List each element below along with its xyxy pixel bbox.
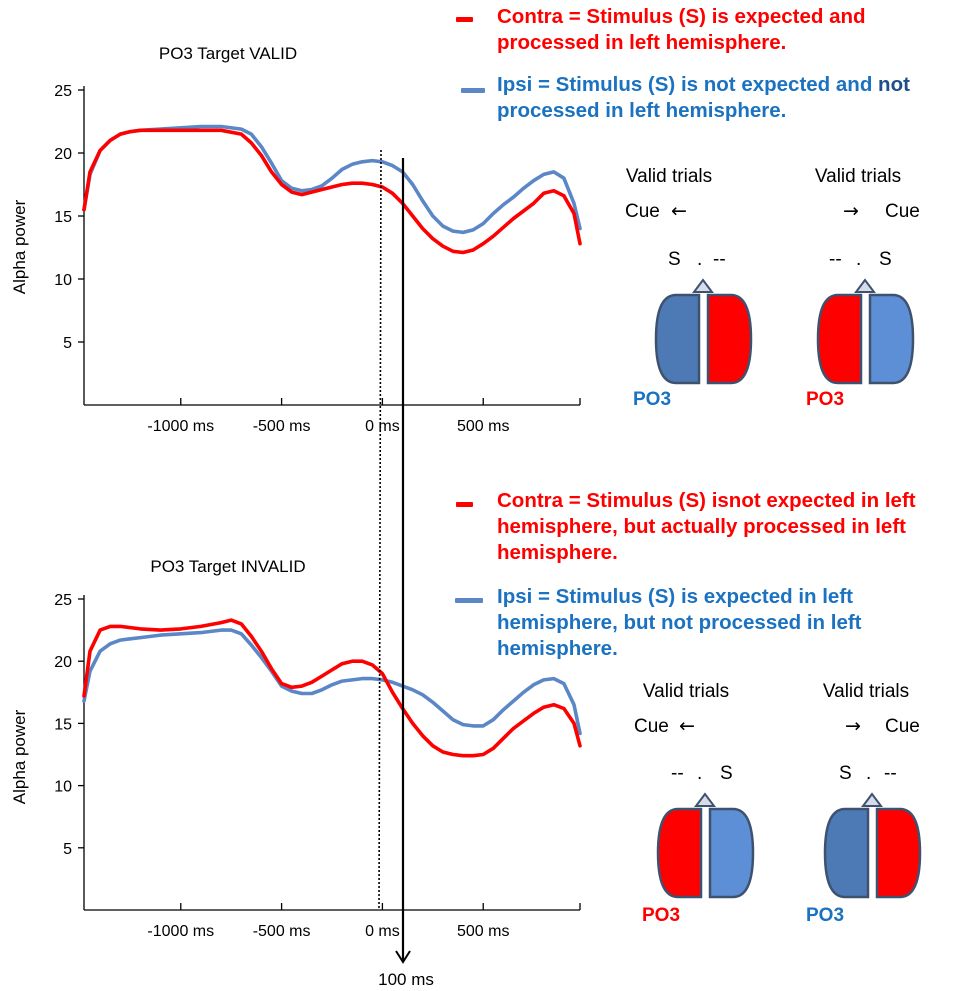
nose-triangle-icon	[692, 278, 714, 293]
ipsi-legend-label-start: Ipsi = Stimulus (S) is not expected and	[497, 73, 879, 96]
diagram-valid: Valid trials Cue ← S . -- PO3 Valid tria…	[625, 166, 920, 410]
stimulus-right: S	[720, 763, 733, 784]
diagram-right-trial: Valid trials → Cue -- . S PO3	[806, 166, 920, 410]
cue-label: Cue	[885, 716, 920, 737]
y-tick-label: 10	[54, 779, 72, 796]
ipsi-legend-label-end: processed in left hemisphere.	[497, 99, 787, 122]
y-tick-label: 15	[54, 209, 72, 226]
cue-label: Cue	[885, 201, 920, 222]
nose-triangle-icon	[854, 278, 876, 293]
x-tick-label: 500 ms	[457, 923, 509, 940]
electrode-label: PO3	[633, 389, 671, 410]
left-arrow-icon: ←	[671, 200, 687, 222]
fixation-dot: .	[697, 249, 702, 270]
series-line-ipsi	[82, 628, 582, 736]
left-hemisphere-shape	[656, 807, 703, 899]
valid-trials-label: Valid trials	[626, 166, 712, 187]
contra-legend-text: Contra = Stimulus (S) is expected and pr…	[497, 4, 967, 56]
electrode-label: PO3	[642, 905, 680, 926]
right-arrow-icon: →	[845, 715, 861, 737]
diagram-left-trial: Valid trials Cue ← -- . S PO3	[634, 681, 755, 926]
fixation-dot: .	[866, 763, 871, 784]
cue-label: Cue	[625, 201, 660, 222]
right-arrow-icon: →	[843, 200, 859, 222]
chart-series	[82, 618, 582, 758]
contra-legend-swatch	[456, 17, 473, 22]
diagram-invalid: Valid trials Cue ← -- . S PO3 Valid tria…	[634, 681, 922, 926]
zero-dotted-line	[378, 149, 382, 911]
right-hemisphere-shape	[868, 293, 915, 385]
ipsi-legend-swatch	[455, 598, 483, 603]
chart-title: PO3 Target INVALID	[150, 557, 305, 576]
x-tick-label: -500 ms	[253, 923, 311, 940]
y-tick-label: 5	[63, 335, 72, 352]
x-tick-label: -1000 ms	[147, 923, 214, 940]
diagram-left-trial: Valid trials Cue ← S . -- PO3	[625, 166, 753, 410]
series-line-contra	[82, 128, 582, 255]
right-hemisphere-shape	[708, 807, 755, 899]
ipsi-legend-not: not	[878, 73, 910, 96]
nose-triangle-icon	[861, 792, 883, 807]
cue-label: Cue	[634, 716, 669, 737]
valid-trials-label: Valid trials	[643, 681, 729, 702]
marker-100ms-label: 100 ms	[378, 970, 434, 989]
contra-legend-text: Contra = Stimulus (S) isnot expected in …	[497, 488, 972, 566]
y-tick-label: 15	[54, 716, 72, 733]
electrode-label: PO3	[806, 905, 844, 926]
y-axis-label: Alpha power	[10, 199, 29, 294]
chart-axes: 5 10 15 20 25 -1000 ms -500 ms 0 ms 500 ms	[54, 83, 581, 435]
x-tick-label: -500 ms	[253, 418, 311, 435]
series-line-contra	[82, 618, 582, 758]
x-tick-label: 0 ms	[365, 418, 400, 435]
stimulus-left: S	[668, 249, 681, 270]
fixation-dot: .	[697, 763, 702, 784]
x-tick-label: 0 ms	[365, 923, 400, 940]
y-tick-label: 25	[54, 592, 72, 609]
stimulus-left: --	[829, 249, 842, 270]
ipsi-legend-swatch	[461, 88, 485, 93]
y-tick-label: 5	[63, 841, 72, 858]
diagram-right-trial: Valid trials → Cue S . -- PO3	[806, 681, 922, 926]
left-hemisphere-shape	[654, 293, 701, 385]
electrode-label: PO3	[806, 389, 844, 410]
left-hemisphere-shape	[816, 293, 863, 385]
ipsi-legend-label: Ipsi = Stimulus (S) is expected in left …	[497, 585, 862, 660]
stimulus-left: --	[671, 763, 684, 784]
stimulus-right: --	[713, 249, 726, 270]
chart-valid: PO3 Target VALID Alpha power 5 10 15 20 25 -1…	[10, 44, 582, 435]
ipsi-legend-text: Ipsi = Stimulus (S) is not expected and …	[497, 72, 967, 124]
y-tick-label: 10	[54, 272, 72, 289]
chart-invalid: PO3 Target INVALID Alpha power 5 10 15 20 25…	[10, 557, 582, 940]
contra-legend-label: Contra = Stimulus (S) is expected and pr…	[497, 5, 866, 54]
y-tick-label: 25	[54, 83, 72, 100]
chart-series	[82, 124, 582, 255]
right-hemisphere-shape	[706, 293, 753, 385]
valid-trials-label: Valid trials	[823, 681, 909, 702]
marker-100ms-arrowhead	[395, 950, 411, 964]
fixation-dot: .	[856, 249, 861, 270]
stimulus-right: S	[879, 249, 892, 270]
stimulus-right: --	[884, 763, 897, 784]
left-hemisphere-shape	[823, 807, 870, 899]
series-line-ipsi	[82, 124, 582, 235]
contra-legend-swatch	[456, 502, 473, 507]
left-arrow-icon: ←	[679, 715, 695, 737]
valid-trials-label: Valid trials	[815, 166, 901, 187]
ipsi-legend-text: Ipsi = Stimulus (S) is expected in left …	[497, 584, 967, 662]
x-tick-label: 500 ms	[457, 418, 509, 435]
y-axis-label: Alpha power	[10, 709, 29, 804]
x-tick-label: -1000 ms	[147, 418, 214, 435]
contra-legend-label: Contra = Stimulus (S) isnot expected in …	[497, 489, 916, 564]
chart-title: PO3 Target VALID	[159, 44, 297, 63]
stimulus-left: S	[839, 763, 852, 784]
chart-axes: 5 10 15 20 25 -1000 ms -500 ms 0 ms 500 ms	[54, 592, 581, 940]
nose-triangle-icon	[694, 792, 716, 807]
right-hemisphere-shape	[875, 807, 922, 899]
y-tick-label: 20	[54, 654, 72, 671]
y-tick-label: 20	[54, 146, 72, 163]
